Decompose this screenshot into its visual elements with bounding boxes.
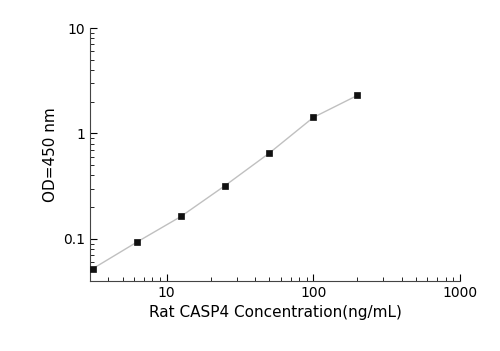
Y-axis label: OD=450 nm: OD=450 nm (42, 107, 58, 202)
X-axis label: Rat CASP4 Concentration(ng/mL): Rat CASP4 Concentration(ng/mL) (148, 305, 402, 320)
